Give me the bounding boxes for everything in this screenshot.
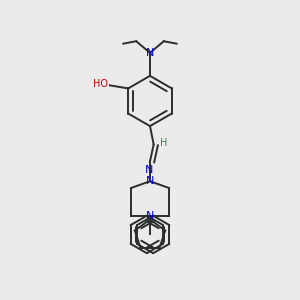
Text: HO: HO — [93, 80, 108, 89]
Text: H: H — [160, 138, 168, 148]
Text: N: N — [145, 165, 153, 175]
Text: N: N — [146, 48, 154, 58]
Text: N: N — [146, 176, 154, 186]
Text: N: N — [146, 211, 154, 220]
